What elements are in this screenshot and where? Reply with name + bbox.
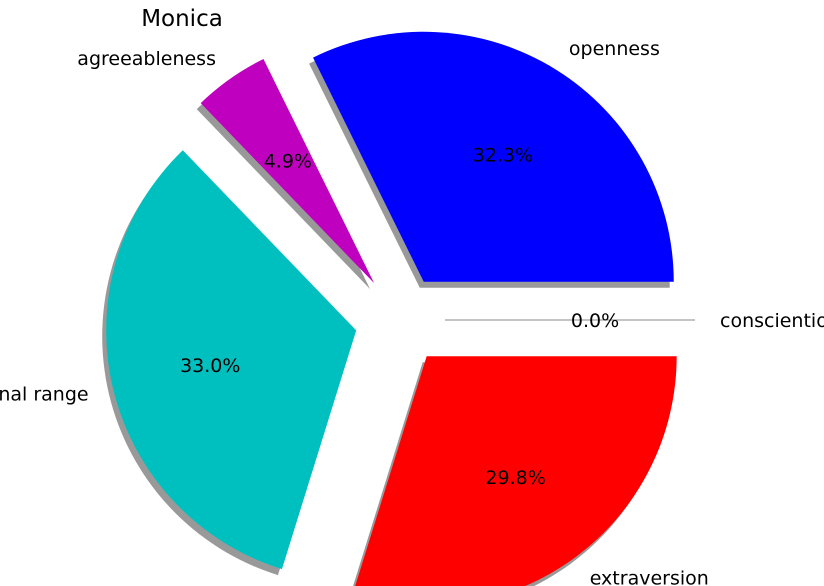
slice-label-conscientiousness: conscientiousness <box>720 310 824 332</box>
slice-percent-extraversion: 29.8% <box>485 467 545 489</box>
slice-percent-openness: 32.3% <box>473 144 533 166</box>
percent-labels: 32.3% 4.9% 33.0% 29.8% 0.0% <box>180 144 619 489</box>
slice-label-extraversion: extraversion <box>590 568 709 586</box>
slice-label-agreeableness: agreeableness <box>77 48 216 70</box>
pie-slice-agreeableness <box>200 59 375 284</box>
slice-labels: openness agreeableness emotional range extr… <box>0 38 824 586</box>
slice-label-openness: openness <box>569 38 660 60</box>
pie-slice-extraversion <box>355 356 677 586</box>
slices <box>106 31 677 586</box>
chart-title: Monica <box>141 6 223 32</box>
slice-percent-agreeableness: 4.9% <box>264 150 312 172</box>
slice-label-emotional-range: emotional range <box>0 384 89 406</box>
pie-slice-openness <box>313 31 674 282</box>
slice-percent-emotional-range: 33.0% <box>180 355 240 377</box>
slice-percent-conscientiousness: 0.0% <box>571 310 619 332</box>
pie-slice-emotional-range <box>106 150 357 570</box>
